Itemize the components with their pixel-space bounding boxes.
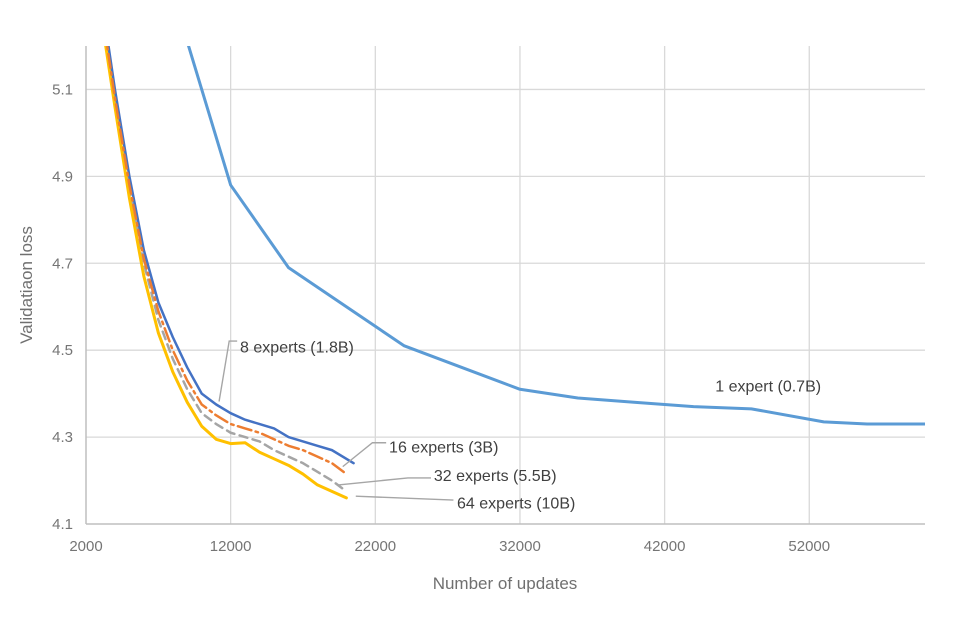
series-line-32-experts-5-5b: [105, 46, 348, 493]
y-tick-label: 4.9: [52, 168, 73, 185]
x-tick-label: 52000: [788, 538, 830, 555]
y-tick-label: 4.1: [52, 516, 73, 533]
y-tick-label: 4.3: [52, 429, 73, 446]
annotation-leader-64-experts-10b: [355, 495, 454, 501]
y-axis-title: Validatiaon loss: [17, 226, 36, 344]
data-series: [104, 46, 925, 500]
annotation-leader-32-experts-5-5b: [338, 477, 432, 486]
x-tick-label: 22000: [354, 538, 396, 555]
y-tick-label: 5.1: [52, 81, 73, 98]
series-annotations: 1 expert (0.7B) 8 experts (1.8B) 16 expert…: [218, 340, 821, 513]
x-axis-title: Number of updates: [433, 574, 578, 593]
annotation-32-experts-5-5b: 32 experts (5.5B): [434, 468, 557, 485]
y-tick-label: 4.5: [52, 342, 73, 359]
x-tick-label: 42000: [644, 538, 686, 555]
annotation-leader-8-experts-1-8b: [218, 340, 238, 402]
x-tick-label: 12000: [210, 538, 252, 555]
series-line-1-expert-0-7b: [187, 46, 925, 426]
x-tick-label: 32000: [499, 538, 541, 555]
axes: [85, 46, 925, 525]
annotation-1-expert-0-7b: 1 expert (0.7B): [715, 378, 821, 395]
tick-labels: 2000 12000 22000 32000 42000 52000 4.1 4.3 4.5 4.…: [52, 81, 830, 555]
y-tick-label: 4.7: [52, 255, 73, 272]
gridlines: [86, 46, 925, 524]
annotation-16-experts-3b: 16 experts (3B): [389, 440, 498, 457]
series-line-8-experts-1-8b: [107, 46, 355, 465]
annotation-8-experts-1-8b: 8 experts (1.8B): [240, 340, 354, 357]
series-line-64-experts-10b: [104, 46, 348, 500]
series-line-16-experts-3b: [105, 46, 348, 476]
x-tick-label: 2000: [69, 538, 102, 555]
annotation-64-experts-10b: 64 experts (10B): [457, 496, 575, 513]
annotation-leader-16-experts-3b: [342, 442, 387, 468]
